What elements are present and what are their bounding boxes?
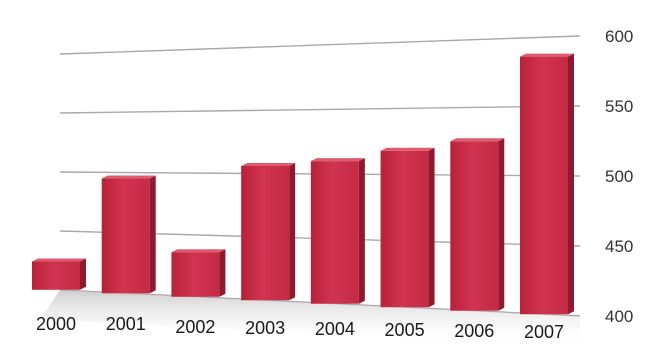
bar-front — [450, 141, 499, 311]
gridline — [59, 105, 581, 114]
gridline — [59, 35, 581, 55]
bar-side — [80, 258, 86, 290]
bar-2003 — [241, 162, 296, 301]
bar-side — [498, 138, 505, 311]
x-tick-label: 2007 — [524, 322, 564, 342]
x-tick-label: 2005 — [385, 320, 425, 340]
bar-side — [289, 162, 296, 301]
bar-front — [520, 56, 568, 315]
y-tick-label: 500 — [605, 167, 633, 186]
y-tick-label: 600 — [605, 27, 633, 46]
bar-2004 — [310, 158, 365, 304]
bar-2001 — [101, 175, 156, 294]
x-tick-label: 2004 — [315, 319, 355, 339]
bar-front — [310, 161, 359, 304]
x-tick-label: 2002 — [175, 317, 215, 337]
chart-floor — [40, 290, 580, 346]
bar-top — [450, 138, 505, 142]
bar-front — [171, 252, 220, 297]
bar-side — [219, 249, 226, 297]
bar-2006 — [450, 138, 505, 311]
x-tick-label: 2000 — [36, 314, 76, 334]
x-tick-label: 2003 — [245, 318, 285, 338]
bar-side — [568, 53, 574, 315]
bar-side — [428, 147, 435, 308]
bar-front — [32, 261, 80, 290]
bar-top — [32, 258, 86, 262]
bar-2005 — [380, 147, 435, 308]
y-tick-label: 550 — [605, 97, 633, 116]
bar-2007 — [520, 53, 574, 315]
bar-top — [380, 147, 435, 151]
bar-top — [101, 175, 156, 179]
bars — [32, 53, 574, 315]
bar-top — [310, 158, 365, 162]
bar-top — [241, 162, 296, 166]
bar-front — [380, 150, 429, 308]
x-tick-label: 2001 — [106, 314, 146, 334]
bar-top — [520, 53, 574, 57]
floor-shadow — [40, 290, 580, 346]
bar-side — [149, 175, 156, 294]
x-axis-labels: 2000 2001 2002 2003 2004 2005 2006 2007 — [36, 314, 564, 342]
bar-side — [358, 158, 365, 304]
y-tick-label: 400 — [605, 307, 633, 326]
bar-front — [101, 178, 150, 294]
y-tick-label: 450 — [605, 237, 633, 256]
x-tick-label: 2006 — [454, 321, 494, 341]
bar-front — [241, 165, 290, 301]
bar-2000 — [32, 258, 86, 290]
y-axis-ticks: 400 450 500 550 600 — [605, 27, 633, 326]
bar-top — [171, 249, 226, 253]
bar-2002 — [171, 249, 226, 297]
